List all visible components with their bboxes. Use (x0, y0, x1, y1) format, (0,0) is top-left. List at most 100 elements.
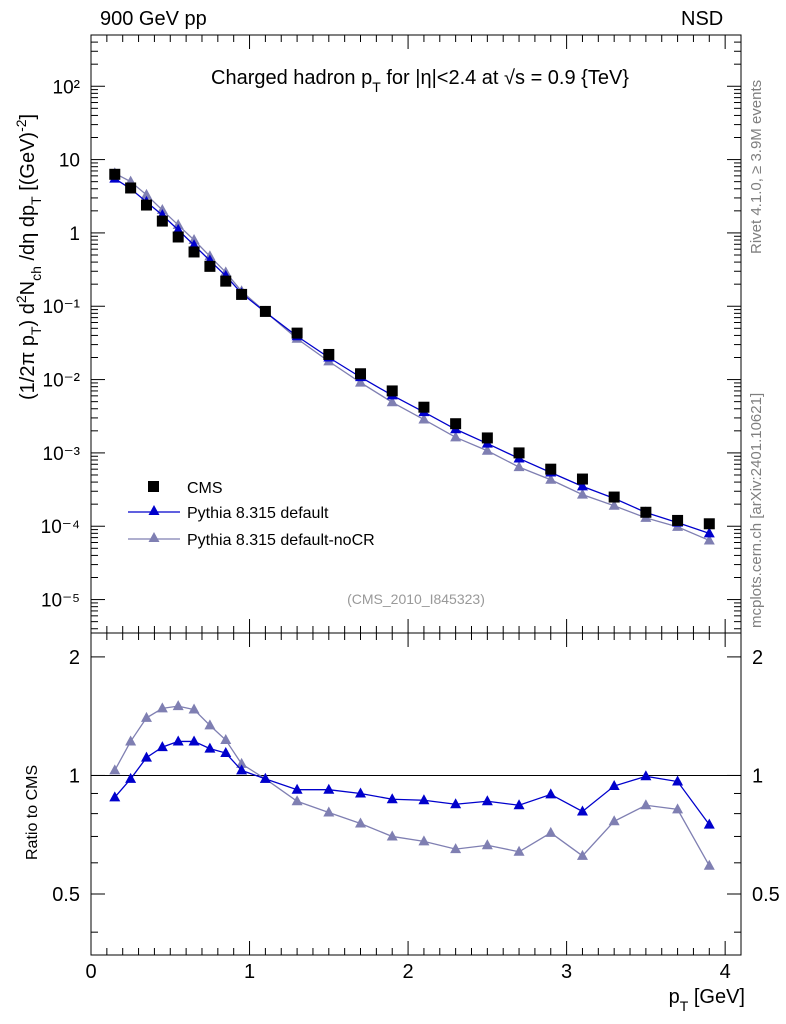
ratio-point-nocr (640, 799, 652, 810)
data-point-cms (156, 215, 168, 227)
data-point-cms (109, 168, 121, 180)
ratio-point-default (418, 794, 430, 805)
y-tick-label: 10⁻⁴ (41, 517, 80, 538)
data-point-default (172, 223, 184, 234)
data-point-nocr (481, 444, 493, 455)
ratio-point-nocr (545, 826, 557, 837)
ratio-point-nocr (608, 815, 620, 826)
legend-label-default: Pythia 8.315 default (187, 505, 329, 522)
data-point-cms (291, 327, 303, 339)
y-tick-label: 1 (69, 224, 80, 245)
ratio-series (109, 700, 715, 870)
ratio-line-default (114, 740, 710, 826)
ratio-point-nocr (576, 849, 588, 860)
ratio-point-nocr (418, 835, 430, 846)
ratio-point-default (109, 791, 121, 802)
ratio-line-nocr (114, 705, 710, 867)
ratio-plot-frame (90, 632, 742, 956)
data-point-cms (236, 288, 248, 300)
data-point-cms (450, 418, 462, 430)
y-axis-label: (1/2π pT) d2Nch /dη dpT [(GeV)-2] (13, 114, 44, 400)
series-line-default (114, 178, 710, 534)
y-tick-label: 10² (53, 77, 80, 98)
ratio-point-default (236, 764, 248, 775)
legend: CMS Pythia 8.315 default Pythia 8.315 de… (128, 480, 375, 549)
data-point-cms (545, 463, 557, 475)
data-point-cms (576, 473, 588, 485)
data-point-nocr (545, 473, 557, 484)
y-tick-label: 10⁻² (43, 371, 81, 392)
data-point-cms (220, 275, 232, 287)
data-point-cms (386, 385, 398, 397)
x-axis-label: pT [GeV] (669, 986, 745, 1014)
data-point-cms (259, 305, 271, 317)
ratio-point-nocr (481, 839, 493, 850)
x-tick-label: 1 (244, 961, 255, 983)
y-tick-label: 10 (59, 151, 80, 172)
ratio-point-nocr (204, 719, 216, 730)
data-point-cms (418, 401, 430, 413)
data-point-cms (323, 348, 335, 360)
ratio-point-default (140, 751, 152, 762)
legend-label-cms: CMS (187, 480, 223, 497)
x-tick-label: 0 (85, 961, 96, 983)
ratio-point-default (188, 735, 200, 746)
data-point-nocr (576, 488, 588, 499)
ratio-tick-label-right: 0.5 (752, 884, 780, 906)
collision-label: 900 GeV pp (100, 8, 207, 30)
tick-labels: 0 1 2 3 4 10⁻⁵ 10⁻⁴ 10⁻³ 10⁻² 10⁻¹ 1 10 10² 0.5 0.5 1 1 2… (41, 77, 780, 983)
ratio-point-nocr (450, 843, 462, 854)
ratio-axis-label: Ratio to CMS (24, 765, 41, 860)
ratio-point-nocr (140, 711, 152, 722)
data-point-nocr (450, 431, 462, 442)
ratio-point-default (640, 770, 652, 781)
ratio-point-default (259, 772, 271, 783)
ratio-point-nocr (220, 734, 232, 745)
x-tick-label: 4 (720, 961, 731, 983)
ratio-point-nocr (672, 803, 684, 814)
ratio-point-default (172, 735, 184, 746)
ratio-point-default (576, 805, 588, 816)
data-point-nocr (156, 204, 168, 215)
legend-marker-default (148, 505, 160, 515)
ratio-point-default (481, 795, 493, 806)
ratio-point-default (355, 787, 367, 798)
chart-title: Charged hadron pT for |η|<2.4 at √s = 0.… (211, 67, 629, 95)
ratio-point-nocr (125, 735, 137, 746)
data-point-cms (513, 447, 525, 459)
data-point-nocr (386, 396, 398, 407)
data-point-nocr (608, 499, 620, 510)
ratio-point-default (220, 747, 232, 758)
ratio-point-nocr (109, 764, 121, 775)
ratio-point-nocr (172, 700, 184, 711)
data-point-default (576, 480, 588, 491)
ratio-point-default (513, 799, 525, 810)
data-point-nocr (418, 413, 430, 424)
legend-marker-cms (148, 481, 159, 492)
data-point-nocr (140, 188, 152, 199)
ratio-point-nocr (355, 817, 367, 828)
y-tick-label: 10⁻¹ (43, 297, 81, 318)
ratio-point-nocr (156, 702, 168, 713)
data-point-nocr (513, 461, 525, 472)
process-label: NSD (681, 8, 724, 30)
ratio-point-nocr (323, 806, 335, 817)
ratio-point-nocr (386, 830, 398, 841)
data-point-cms (481, 432, 493, 444)
ratio-point-nocr (291, 795, 303, 806)
axis-ticks (90, 34, 741, 955)
ratio-point-nocr (236, 757, 248, 768)
data-point-cms (640, 506, 652, 518)
data-point-cms (172, 231, 184, 243)
data-point-cms (140, 199, 152, 211)
ratio-point-nocr (513, 845, 525, 856)
data-point-nocr (188, 234, 200, 245)
ratio-tick-label-left: 1 (69, 765, 80, 787)
ratio-point-default (156, 741, 168, 752)
ratio-tick-label-right: 2 (752, 647, 763, 669)
ratio-point-nocr (188, 703, 200, 714)
series-line-nocr (114, 172, 710, 542)
y-tick-label: 10⁻⁵ (41, 591, 80, 612)
data-point-nocr (355, 376, 367, 387)
